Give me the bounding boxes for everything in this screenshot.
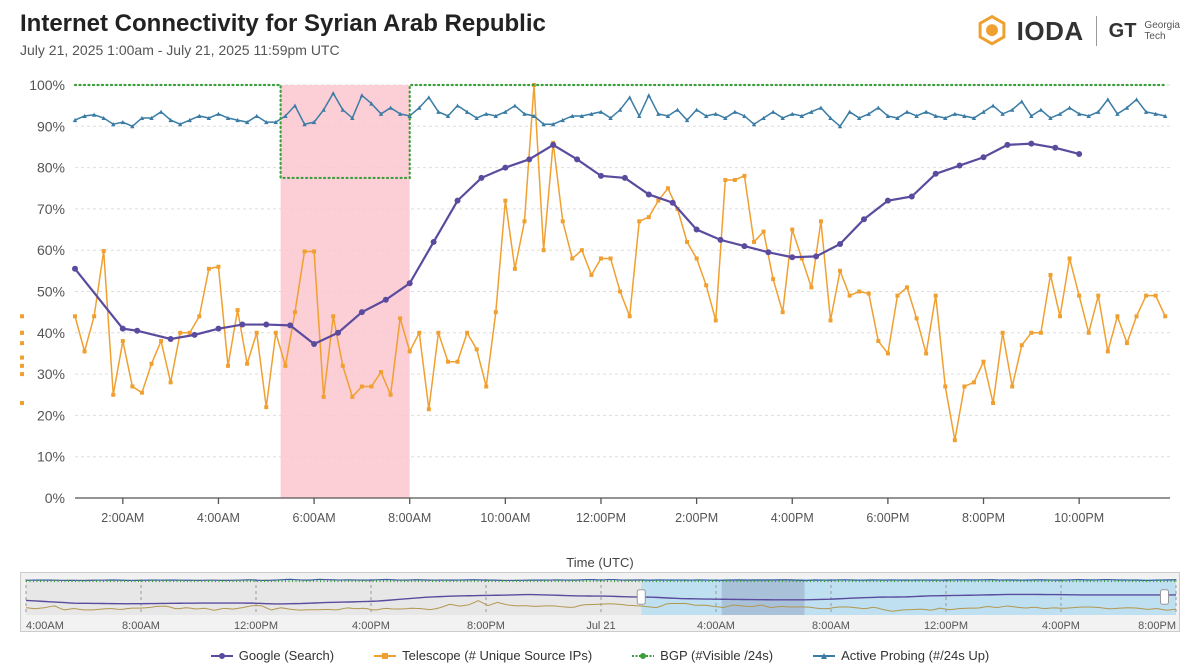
svg-text:8:00AM: 8:00AM	[388, 511, 431, 525]
telescope-legend-icon	[374, 651, 396, 661]
svg-text:8:00AM: 8:00AM	[812, 620, 850, 632]
georgia-tech-gt-mark: GT	[1109, 20, 1137, 43]
svg-text:6:00AM: 6:00AM	[293, 511, 336, 525]
svg-text:4:00AM: 4:00AM	[26, 620, 64, 632]
svg-text:30%: 30%	[37, 366, 65, 382]
svg-text:8:00PM: 8:00PM	[962, 511, 1005, 525]
svg-text:10%: 10%	[37, 449, 65, 465]
svg-text:90%: 90%	[37, 118, 65, 134]
svg-text:12:00PM: 12:00PM	[924, 620, 968, 632]
svg-text:10:00AM: 10:00AM	[480, 511, 530, 525]
svg-text:6:00PM: 6:00PM	[866, 511, 909, 525]
main-chart-svg: 0% 10% 20% 30% 40% 50% 60% 70% 80% 90% 100% 2:00AM 4…	[20, 75, 1180, 543]
brand-logo: IODA GT Georgia Tech	[975, 14, 1180, 48]
bgp-legend-icon	[632, 651, 654, 661]
active-probing-legend-icon	[813, 651, 835, 661]
svg-text:4:00AM: 4:00AM	[197, 511, 240, 525]
svg-text:12:00PM: 12:00PM	[576, 511, 626, 525]
chart-legend: Google (Search) Telescope (# Unique Sour…	[0, 648, 1200, 663]
legend-item-bgp[interactable]: BGP (#Visible /24s)	[632, 648, 773, 663]
svg-text:Jul 21: Jul 21	[586, 620, 615, 632]
svg-text:10:00PM: 10:00PM	[1054, 511, 1104, 525]
svg-text:60%: 60%	[37, 242, 65, 258]
legend-item-telescope[interactable]: Telescope (# Unique Source IPs)	[374, 648, 592, 663]
ioda-hex-icon	[975, 14, 1009, 48]
svg-text:40%: 40%	[37, 325, 65, 341]
legend-label-bgp: BGP (#Visible /24s)	[660, 648, 773, 663]
logo-separator	[1096, 16, 1097, 46]
svg-text:2:00PM: 2:00PM	[675, 511, 718, 525]
svg-text:8:00AM: 8:00AM	[122, 620, 160, 632]
svg-text:12:00PM: 12:00PM	[234, 620, 278, 632]
page-subtitle: July 21, 2025 1:00am - July 21, 2025 11:…	[20, 42, 546, 58]
main-chart: 0% 10% 20% 30% 40% 50% 60% 70% 80% 90% 100% 2:00AM 4…	[20, 75, 1180, 543]
svg-text:50%: 50%	[37, 284, 65, 300]
svg-text:4:00PM: 4:00PM	[771, 511, 814, 525]
svg-text:2:00AM: 2:00AM	[101, 511, 144, 525]
header-title-block: Internet Connectivity for Syrian Arab Re…	[20, 10, 546, 58]
dashboard-root: Internet Connectivity for Syrian Arab Re…	[0, 0, 1200, 672]
svg-text:4:00AM: 4:00AM	[697, 620, 735, 632]
svg-text:8:00PM: 8:00PM	[467, 620, 505, 632]
brush-overview-panel[interactable]: 4:00AM 8:00AM 12:00PM 4:00PM 8:00PM Jul 21 4:0…	[20, 572, 1180, 632]
google-legend-icon	[211, 651, 233, 661]
svg-text:70%: 70%	[37, 201, 65, 217]
svg-text:8:00PM: 8:00PM	[1138, 620, 1176, 632]
legend-label-telescope: Telescope (# Unique Source IPs)	[402, 648, 592, 663]
svg-text:0%: 0%	[45, 490, 65, 506]
page-title: Internet Connectivity for Syrian Arab Re…	[20, 10, 546, 38]
legend-label-google: Google (Search)	[239, 648, 334, 663]
main-chart-xlabel: Time (UTC)	[0, 555, 1200, 570]
svg-text:20%: 20%	[37, 407, 65, 423]
ioda-logo-text: IODA	[1017, 16, 1084, 47]
legend-item-google[interactable]: Google (Search)	[211, 648, 334, 663]
svg-text:4:00PM: 4:00PM	[352, 620, 390, 632]
legend-item-active-probing[interactable]: Active Probing (#/24s Up)	[813, 648, 989, 663]
legend-label-active-probing: Active Probing (#/24s Up)	[841, 648, 989, 663]
georgia-tech-sub-label: Georgia Tech	[1144, 20, 1180, 42]
svg-text:4:00PM: 4:00PM	[1042, 620, 1080, 632]
svg-text:100%: 100%	[29, 77, 65, 93]
brush-overview-svg: 4:00AM 8:00AM 12:00PM 4:00PM 8:00PM Jul 21 4:0…	[21, 573, 1181, 633]
svg-text:80%: 80%	[37, 160, 65, 176]
